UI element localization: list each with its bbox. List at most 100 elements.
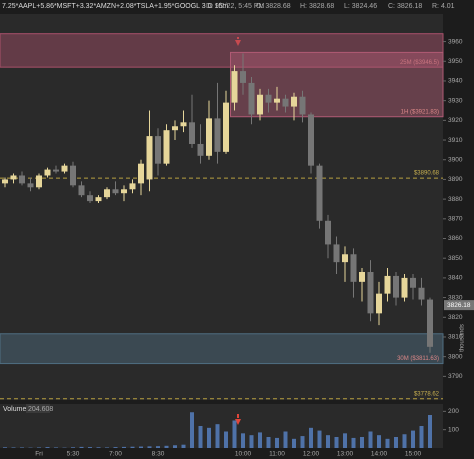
candle-body [27, 183, 34, 188]
x-tick-label: 13:00 [337, 451, 354, 458]
y-tick-label: 3840 [448, 275, 463, 282]
candle-body [308, 114, 314, 166]
candle-body [291, 96, 297, 107]
volume-bar [241, 433, 245, 448]
volume-tick-label: 100 [448, 426, 459, 433]
x-tick-label: 12:00 [303, 451, 320, 458]
y-tick-label: 3960 [448, 38, 463, 45]
y-tick-label: 3890 [448, 176, 463, 183]
y-tick-label: 3880 [448, 196, 463, 203]
candle-body [112, 189, 119, 194]
volume-bar [96, 447, 101, 448]
volume-bar [3, 447, 7, 448]
volume-bar [317, 430, 322, 448]
candle-body [359, 271, 365, 282]
volume-bar [275, 437, 279, 448]
zone [0, 333, 444, 365]
candle-body [78, 185, 85, 196]
volume-bar [428, 415, 432, 448]
volume-unit: thousands [460, 324, 466, 352]
volume-bar [88, 447, 92, 448]
last-price-box [444, 300, 474, 311]
candle-body [61, 165, 68, 172]
candle-body [316, 165, 323, 221]
candle-body [172, 126, 178, 131]
volume-bar [79, 446, 84, 448]
y-tick-label: 3950 [448, 58, 463, 65]
x-tick-label: 10:00 [235, 451, 252, 458]
volume-bar [37, 447, 41, 448]
volume-bar [113, 447, 118, 448]
volume-bar [54, 447, 58, 448]
y-tick-label: 3910 [448, 137, 463, 144]
arrow-marker [235, 414, 241, 425]
volume-bar [20, 447, 24, 448]
candle-body [121, 189, 127, 194]
header-close: C: 3826.18 [388, 3, 422, 10]
volume-bar [249, 435, 254, 448]
candle-body [138, 163, 144, 184]
last-price-label: 3826.18 [447, 302, 471, 309]
volume-bar [326, 435, 330, 448]
volume-bar [207, 427, 211, 448]
zone [0, 33, 444, 68]
header-open: O: 3828.68 [256, 3, 291, 10]
volume-bar [266, 437, 271, 448]
volume-bar [156, 446, 160, 448]
candle-body [214, 118, 221, 152]
candle-body [393, 275, 399, 298]
volume-bar [232, 420, 237, 448]
level-label: $3890.68 [414, 171, 440, 177]
zone-label: 1H ($3921.83) [401, 109, 439, 115]
header-range: R: 4.01 [432, 3, 455, 10]
volume-bar [402, 434, 407, 448]
candle-body [163, 130, 170, 164]
volume-bar [198, 426, 203, 448]
candle-body [299, 96, 306, 115]
volume-bar [11, 447, 16, 448]
candle-body [95, 197, 102, 202]
candle-body [410, 277, 416, 288]
candle-body [248, 82, 255, 115]
x-tick-label: 15:00 [405, 451, 422, 458]
volume-bar [130, 446, 135, 448]
volume-bar [334, 437, 339, 448]
volume-value-box [26, 404, 50, 413]
volume-bar [147, 446, 152, 448]
volume-bar [351, 437, 356, 448]
candle-body [146, 136, 153, 180]
candle-body [53, 169, 59, 172]
candle-body [257, 94, 263, 115]
candle-body [10, 175, 17, 180]
header-low: L: 3824.46 [344, 3, 377, 10]
candle-body [231, 71, 238, 103]
candle-body [240, 71, 246, 83]
volume-bar [139, 446, 143, 448]
candle-body [325, 220, 331, 245]
volume-bar [224, 431, 228, 448]
x-tick-label: 7:00 [109, 451, 122, 458]
zone-label: 30M ($3811.63) [397, 356, 439, 362]
candle-body [401, 277, 408, 298]
y-tick-label: 3940 [448, 78, 463, 85]
candle-body [333, 244, 340, 263]
volume-bar [181, 444, 186, 448]
candle-body [342, 254, 348, 263]
volume-bar [368, 431, 373, 448]
volume-bar [122, 446, 126, 448]
candle-body [129, 183, 136, 190]
candle-body [223, 102, 229, 152]
y-tick-label: 3850 [448, 255, 463, 262]
arrow-marker [235, 37, 241, 46]
x-tick-label: 8:30 [152, 451, 165, 458]
candle-body [104, 189, 110, 198]
zone [230, 51, 444, 118]
volume-value: 204.608 [28, 406, 53, 413]
volume-bar [45, 447, 50, 448]
y-tick-label: 3810 [448, 334, 463, 341]
volume-bar [343, 433, 347, 448]
x-tick-label: 11:00 [269, 451, 285, 458]
volume-bar [105, 447, 109, 448]
header-high: H: 3828.68 [300, 3, 334, 10]
header-date: D: 9/2/22, 5:45 PM [206, 3, 265, 10]
